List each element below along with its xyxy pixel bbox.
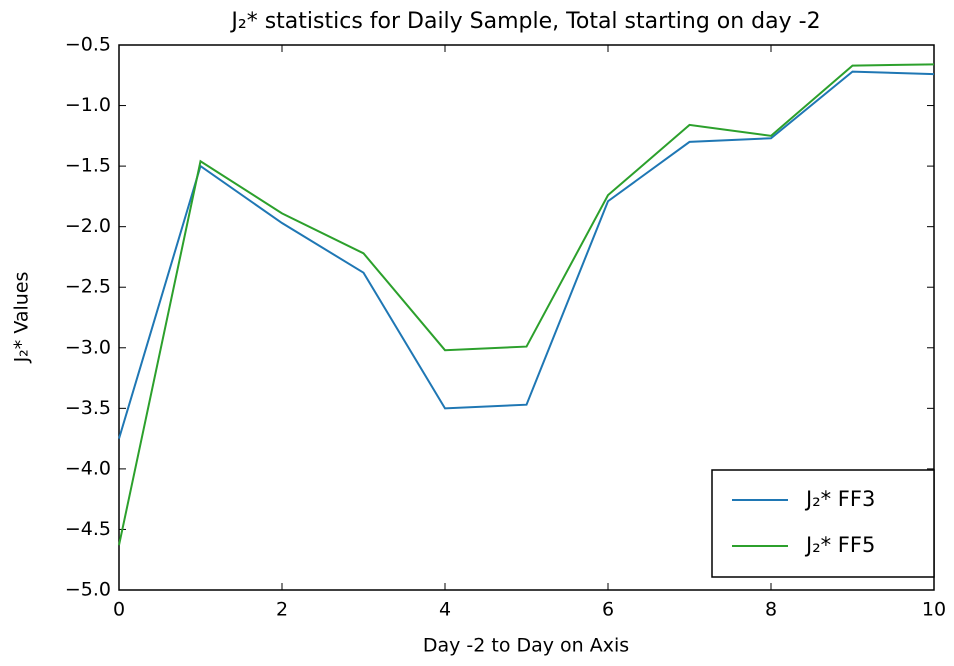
x-tick-label: 2 [276,599,288,621]
x-tick-label: 6 [602,599,614,621]
legend-label: J₂* FF5 [804,533,875,557]
plot-frame [118,44,935,591]
y-tick-label: −2.5 [65,276,111,298]
x-axis-label: Day -2 to Day on Axis [423,635,629,657]
legend-label: J₂* FF3 [804,487,875,511]
series-line [118,70,935,439]
legend-box [711,469,935,578]
y-tick-label: −4.0 [65,457,111,479]
y-tick-label: −2.0 [65,215,111,237]
y-tick-label: −1.5 [65,155,111,177]
y-tick-label: −3.0 [65,336,111,358]
y-axis-label: J₂* Values [11,272,33,364]
y-tick-label: −4.5 [65,518,111,540]
y-tick-label: −0.5 [65,34,111,56]
series-line [118,63,935,546]
y-tick-label: −3.5 [65,397,111,419]
y-tick-label: −1.0 [65,94,111,116]
x-tick-label: 10 [922,599,946,621]
x-tick-label: 8 [765,599,777,621]
x-tick-label: 0 [113,599,125,621]
y-tick-label: −5.0 [65,579,111,601]
chart-title: J₂* statistics for Daily Sample, Total s… [229,9,820,34]
x-tick-label: 4 [439,599,451,621]
